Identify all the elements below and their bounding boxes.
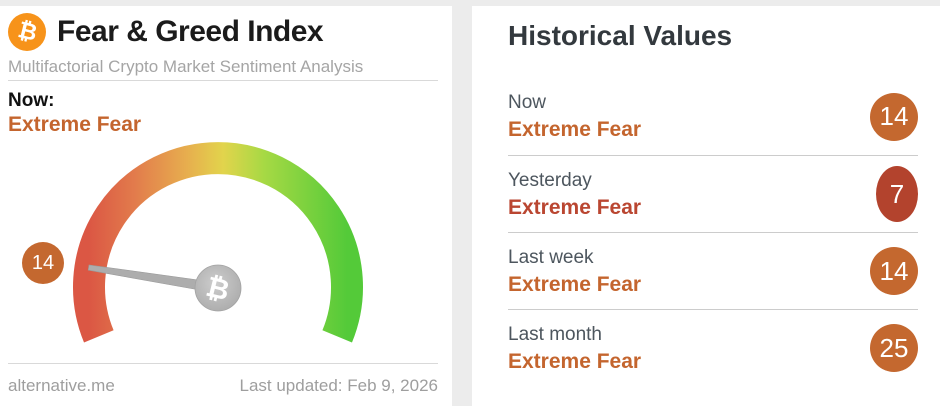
history-row-yesterday: Yesterday Extreme Fear 7: [508, 155, 918, 232]
value-badge: 25: [870, 324, 918, 372]
history-row-last-week: Last week Extreme Fear 14: [508, 232, 918, 309]
bitcoin-icon: ₿: [8, 13, 46, 51]
footer-divider: [8, 363, 438, 364]
header-divider: [8, 80, 438, 81]
bitcoin-symbol: ₿: [14, 16, 40, 47]
footer: alternative.me Last updated: Feb 9, 2026: [8, 376, 438, 396]
gauge-value-badge: 14: [22, 242, 64, 284]
gauge-hub: [194, 264, 242, 312]
gauge-arc: [73, 142, 363, 343]
value-badge: 14: [870, 92, 918, 141]
row-classification: Extreme Fear: [508, 272, 642, 296]
fear-greed-card: ₿ Fear & Greed Index Multifactorial Cryp…: [0, 6, 452, 406]
value-badge: 14: [870, 247, 918, 295]
value-badge: 7: [876, 166, 918, 222]
page-title: Fear & Greed Index: [57, 15, 324, 48]
row-label: Last week: [508, 246, 594, 268]
row-classification: Extreme Fear: [508, 195, 642, 219]
row-label: Last month: [508, 323, 602, 345]
historical-rows: Now Extreme Fear 14 Yesterday Extreme Fe…: [508, 78, 918, 386]
row-classification: Extreme Fear: [508, 349, 642, 373]
historical-values-title: Historical Values: [508, 20, 733, 51]
site-link[interactable]: alternative.me: [8, 376, 115, 395]
header: ₿ Fear & Greed Index: [8, 13, 324, 51]
now-label: Now:: [8, 90, 55, 111]
last-updated-text: Last updated: Feb 9, 2026: [239, 376, 439, 395]
historical-values-card: Historical Values Now Extreme Fear 14 Ye…: [472, 6, 940, 406]
row-label: Yesterday: [508, 169, 592, 191]
subtitle: Multifactorial Crypto Market Sentiment A…: [8, 57, 364, 76]
row-classification: Extreme Fear: [508, 118, 642, 141]
row-label: Now: [508, 92, 547, 113]
history-row-last-month: Last month Extreme Fear 25: [508, 309, 918, 386]
gauge-chart: ₿: [73, 142, 363, 343]
now-classification: Extreme Fear: [8, 113, 142, 136]
history-row-now: Now Extreme Fear 14: [508, 78, 918, 155]
